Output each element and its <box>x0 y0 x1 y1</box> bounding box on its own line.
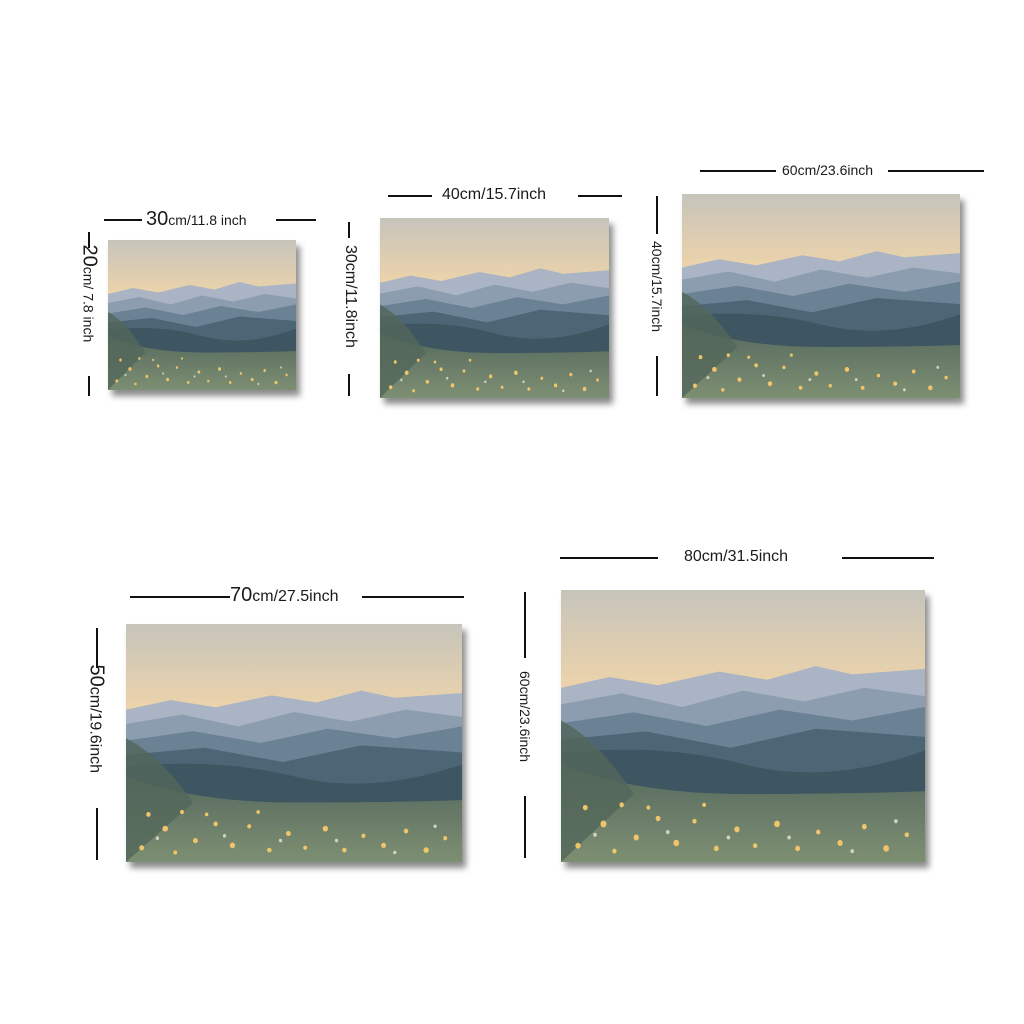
height-line-top <box>96 628 98 668</box>
width-label-40: 40cm/15.7inch <box>442 186 547 203</box>
width-line-right <box>362 596 464 598</box>
width-line-left <box>700 170 776 172</box>
width-label-60: 60cm/23.6inch <box>782 162 874 178</box>
height-in: cm/19.6inch <box>86 686 104 774</box>
width-line-left <box>130 596 230 598</box>
height-label-60: 60cm/23.6inch <box>517 671 533 763</box>
width-line-right <box>276 219 316 221</box>
height-line-bottom <box>348 374 350 396</box>
width-in: cm/27.5inch <box>252 588 339 605</box>
width-label-70: 70cm/27.5inch <box>230 584 339 607</box>
canvas-60x40 <box>682 194 960 398</box>
height-in: cm/ 7.8 inch <box>80 266 97 343</box>
width-label-80: 80cm/31.5inch <box>684 548 789 565</box>
canvas-30x20 <box>108 240 296 390</box>
height-line-bottom <box>656 356 658 396</box>
width-cm: 30 <box>146 208 169 230</box>
width-in: cm/11.8 inch <box>168 212 247 228</box>
width-line-right <box>578 195 622 197</box>
width-line-left <box>388 195 432 197</box>
height-cm: 20 <box>78 244 101 267</box>
height-label-20: 20cm/ 7.8 inch <box>78 245 101 375</box>
width-cm: 70 <box>230 584 253 606</box>
height-label-30: 30cm/11.8inch <box>342 245 359 348</box>
height-line-top <box>524 592 526 658</box>
height-line-top <box>88 232 90 248</box>
height-line-bottom <box>88 376 90 396</box>
width-line-left <box>104 219 142 221</box>
canvas-40x30 <box>380 218 609 398</box>
width-line-left <box>560 557 658 559</box>
height-label-40: 40cm/15.7inch <box>649 241 665 333</box>
height-cm: 50 <box>85 664 108 687</box>
width-line-right <box>842 557 934 559</box>
height-line-bottom <box>96 808 98 860</box>
height-line-top <box>348 222 350 238</box>
width-label-30: 30cm/11.8 inch <box>146 208 247 231</box>
canvas-80x60 <box>561 590 925 862</box>
height-line-top <box>656 196 658 234</box>
width-line-right <box>888 170 984 172</box>
height-label-50: 50cm/19.6inch <box>85 665 108 809</box>
canvas-70x50 <box>126 624 462 862</box>
height-line-bottom <box>524 796 526 858</box>
